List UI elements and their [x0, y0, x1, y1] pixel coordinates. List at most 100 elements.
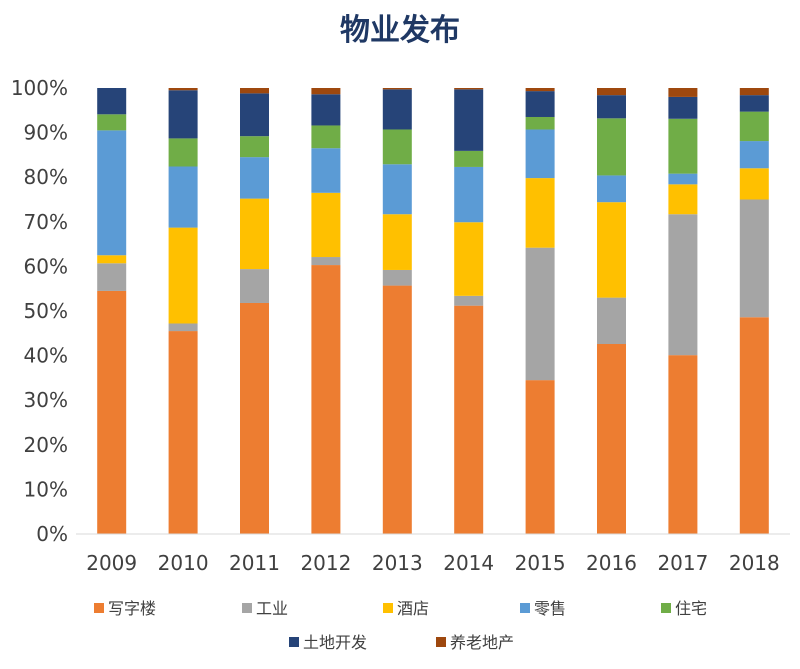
bar-segment [454, 222, 484, 296]
x-axis: 2009 2010 2011 2012 2013 2014 2015 2016 2017 2018 [86, 551, 780, 575]
bar-segment [168, 331, 198, 534]
bar-segment [668, 214, 698, 356]
bar-segment [382, 164, 412, 215]
y-tick-label: 50% [24, 299, 68, 323]
x-tick-label: 2015 [515, 551, 566, 575]
bar-segment [240, 93, 269, 137]
x-tick-label: 2016 [586, 551, 637, 575]
bar-segment [382, 285, 412, 534]
bar-segment [168, 166, 198, 228]
bar-segment [240, 302, 269, 534]
legend-label: 土地开发 [303, 633, 367, 652]
y-axis: 0% 10% 20% 30% 40% 50% 60% 70% 80% 90% 100% [11, 76, 68, 546]
bar-segment [97, 114, 127, 131]
bar-segment [597, 202, 626, 298]
legend-swatch [94, 603, 104, 613]
y-tick-label: 30% [24, 388, 68, 412]
bar-segment [739, 141, 769, 169]
bar-segment [168, 90, 198, 139]
legend-swatch [520, 603, 530, 613]
bar-segment [739, 317, 769, 534]
bar-segment [311, 94, 341, 126]
x-tick-label: 2012 [300, 551, 351, 575]
legend-label: 养老地产 [450, 633, 514, 652]
bar-segment [454, 295, 484, 306]
y-tick-label: 0% [36, 522, 68, 546]
x-tick-label: 2014 [443, 551, 494, 575]
bar-segment [597, 95, 626, 119]
legend-item: 住宅 [661, 599, 707, 618]
bar-segment [240, 88, 269, 94]
bar-segment [739, 95, 769, 112]
bar-segment [597, 118, 626, 176]
x-tick-label: 2013 [372, 551, 423, 575]
bar-segment [454, 89, 484, 151]
bar-segment [240, 198, 269, 270]
bar-segment [668, 88, 698, 97]
legend-item: 土地开发 [289, 633, 367, 652]
bar-segment [311, 257, 341, 266]
bar-segment [668, 173, 698, 185]
bar-segment [739, 111, 769, 142]
x-tick-label: 2017 [657, 551, 708, 575]
bar-segment [739, 88, 769, 96]
bar-segment [382, 89, 412, 130]
bar-segment [311, 88, 341, 95]
y-tick-label: 40% [24, 344, 68, 368]
bar-segment [311, 148, 341, 193]
y-tick-label: 90% [24, 121, 68, 145]
legend-label: 写字楼 [108, 599, 156, 618]
bar-segment [525, 88, 555, 92]
bar-segment [454, 150, 484, 167]
legend-item: 养老地产 [436, 633, 514, 652]
bar-segment [454, 88, 484, 90]
legend-swatch [383, 603, 393, 613]
y-tick-label: 20% [24, 433, 68, 457]
bar-segment [739, 199, 769, 318]
legend-item: 酒店 [383, 599, 429, 618]
y-tick-label: 100% [11, 76, 68, 100]
bar-segment [168, 323, 198, 332]
y-tick-label: 70% [24, 210, 68, 234]
bar-segment [597, 88, 626, 96]
bar-segment [597, 175, 626, 203]
bar-segment [382, 129, 412, 165]
bar-segment [97, 290, 127, 534]
legend-label: 酒店 [397, 599, 429, 618]
bar-segment [240, 157, 269, 199]
legend-swatch [661, 603, 671, 613]
bar-segment [597, 344, 626, 534]
legend-label: 住宅 [675, 599, 707, 618]
bar-segment [525, 178, 555, 248]
bar-segment [168, 227, 198, 324]
bar-segment [97, 130, 127, 256]
bar-segment [597, 297, 626, 344]
bar-segment [97, 255, 127, 264]
legend-swatch [436, 637, 446, 647]
bar-segment [311, 125, 341, 149]
bar-segment [525, 91, 555, 117]
legend-swatch [242, 603, 252, 613]
legend-item: 写字楼 [94, 599, 156, 618]
bar-segment [311, 192, 341, 258]
x-tick-label: 2010 [158, 551, 209, 575]
x-tick-label: 2018 [729, 551, 780, 575]
bar-segment [97, 263, 127, 291]
legend-label: 工业 [256, 599, 288, 618]
legend-swatch [289, 637, 299, 647]
x-tick-label: 2011 [229, 551, 280, 575]
bar-segment [382, 214, 412, 270]
bar-segment [668, 118, 698, 174]
bar-segment [240, 136, 269, 158]
bar-segment [739, 168, 769, 200]
legend-item: 零售 [520, 599, 566, 618]
bar-segment [240, 269, 269, 303]
legend-label: 零售 [534, 599, 566, 618]
y-tick-label: 80% [24, 165, 68, 189]
y-tick-label: 10% [24, 477, 68, 501]
bar-segment [168, 88, 198, 91]
bar-segment [454, 166, 484, 223]
bar-segment [97, 88, 127, 115]
